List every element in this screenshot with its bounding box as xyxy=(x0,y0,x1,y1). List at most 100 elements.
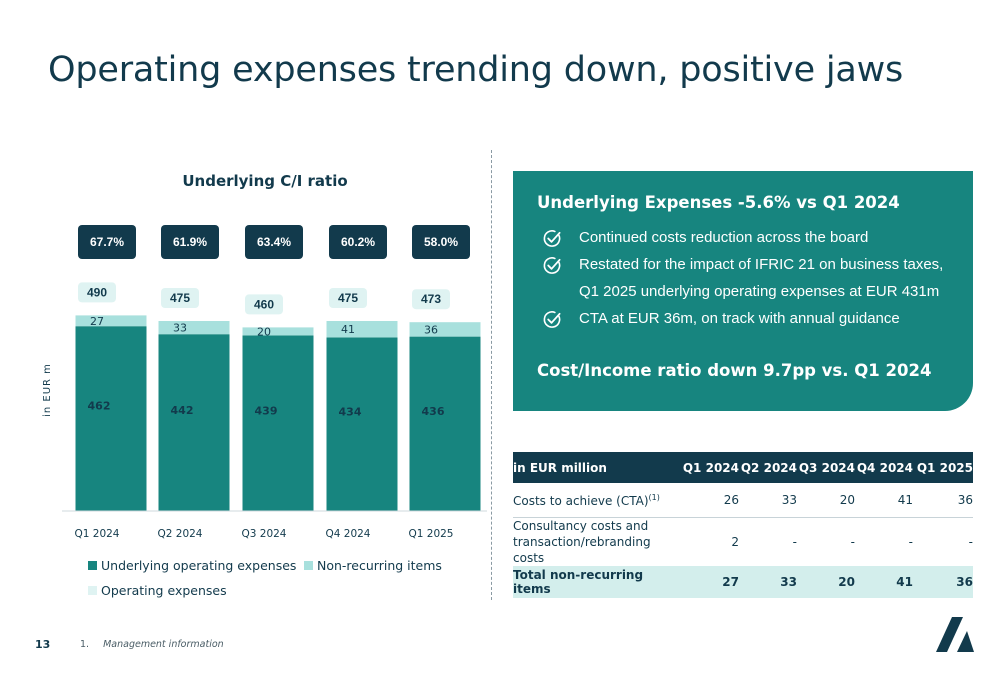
check-circle-icon xyxy=(543,230,561,247)
ratio-badge xyxy=(78,225,136,259)
footnote-text: Management information xyxy=(103,639,224,650)
bar-non-recurring xyxy=(158,321,230,335)
table-cell: - xyxy=(792,535,797,549)
ratio-badge xyxy=(245,225,303,259)
table-total-row: Total non-recurring items 27 33 20 41 36 xyxy=(513,566,973,598)
table-cell: 36 xyxy=(913,566,973,598)
row-label-line: transaction/rebranding costs xyxy=(513,535,651,565)
ratio-badge xyxy=(161,225,219,259)
x-tick-label: Q4 2024 xyxy=(325,528,370,540)
company-logo xyxy=(936,617,974,652)
row-label-line: Consultancy costs and xyxy=(513,519,649,533)
total-label-box xyxy=(78,282,116,303)
y-axis-label: in EUR m xyxy=(42,363,53,417)
table-cell: 33 xyxy=(739,566,797,598)
total-label-box xyxy=(329,288,367,308)
data-label-non-recurring: 27 xyxy=(90,315,104,328)
panel-bullet: Restated for the impact of IFRIC 21 on b… xyxy=(543,251,963,305)
legend-label: Operating expenses xyxy=(101,583,227,598)
table-cell: 26 xyxy=(681,483,739,518)
footnote-marker: (1) xyxy=(648,492,660,502)
data-label-non-recurring: 33 xyxy=(173,322,187,335)
data-label-underlying: 434 xyxy=(339,406,362,419)
row-label-text: Costs to achieve (CTA) xyxy=(513,493,649,508)
data-label-total: 475 xyxy=(170,291,190,305)
row-label: Total non-recurring items xyxy=(513,566,681,598)
data-label-total: 460 xyxy=(254,297,274,311)
legend-item-non-recurring: Non-recurring items xyxy=(304,558,442,573)
bar-non-recurring xyxy=(242,327,314,336)
legend-swatch xyxy=(304,561,313,570)
table-cell: 36 xyxy=(913,483,973,518)
chart-title: Underlying C/I ratio xyxy=(182,172,348,190)
table-header-row: in EUR million Q1 2024 Q2 2024 Q3 2024 Q… xyxy=(513,452,973,483)
table-cell: 33 xyxy=(739,483,797,518)
bar-underlying-opex xyxy=(409,336,481,511)
table-cell: - xyxy=(968,535,973,549)
legend-swatch xyxy=(88,586,97,595)
data-label-underlying: 462 xyxy=(88,399,111,412)
ratio-label: 63.4% xyxy=(257,235,291,249)
data-label-underlying: 442 xyxy=(171,404,194,417)
x-tick-label: Q1 2024 xyxy=(74,528,119,540)
ratio-label: 58.0% xyxy=(424,235,458,249)
bar-non-recurring xyxy=(75,315,147,327)
bullet-line: Continued costs reduction across the boa… xyxy=(579,229,869,246)
table-header-cell: in EUR million xyxy=(513,452,681,483)
x-tick-label: Q1 2025 xyxy=(408,528,453,540)
bar-underlying-opex xyxy=(326,337,398,511)
data-label-non-recurring: 20 xyxy=(257,325,271,338)
legend-item-underlying: Underlying operating expenses xyxy=(88,558,296,573)
data-label-underlying: 439 xyxy=(255,404,278,417)
table-cell: 20 xyxy=(797,566,855,598)
ratio-label: 61.9% xyxy=(173,235,207,249)
table-cell: 20 xyxy=(797,483,855,518)
highlights-panel: Underlying Expenses -5.6% vs Q1 2024 Con… xyxy=(513,171,973,411)
table-header-cell: Q4 2024 xyxy=(855,452,913,483)
stacked-bar-chart: 462 27 490 67.7% Q1 2024 442 33 475 61.9% Q2 2024… xyxy=(42,225,487,540)
legend-label: Non-recurring items xyxy=(317,558,442,573)
data-label-underlying: 436 xyxy=(422,405,445,418)
ratio-label: 67.7% xyxy=(90,235,124,249)
section-divider xyxy=(491,150,492,600)
bar-underlying-opex xyxy=(158,334,230,511)
panel-subheading: Cost/Income ratio down 9.7pp vs. Q1 2024 xyxy=(537,361,932,380)
table-header-cell: Q3 2024 xyxy=(797,452,855,483)
bar-non-recurring xyxy=(409,322,481,337)
legend-swatch xyxy=(88,561,97,570)
panel-bullet: Continued costs reduction across the boa… xyxy=(543,224,963,251)
row-label: Costs to achieve (CTA)(1) xyxy=(513,483,681,518)
check-circle-icon xyxy=(543,311,561,328)
total-label-box xyxy=(161,288,199,308)
total-label-box xyxy=(245,294,283,315)
table-cell: 2 xyxy=(731,535,739,549)
legend-label: Underlying operating expenses xyxy=(101,558,297,573)
bar-non-recurring xyxy=(326,321,398,338)
row-label: Consultancy costs and transaction/rebrand… xyxy=(513,518,681,567)
table-cell: 27 xyxy=(681,566,739,598)
ratio-badge xyxy=(412,225,470,259)
ratio-label: 60.2% xyxy=(341,235,375,249)
check-circle-icon xyxy=(543,257,561,274)
bullet-line: Q1 2025 underlying operating expenses at… xyxy=(579,283,940,300)
x-tick-label: Q2 2024 xyxy=(157,528,202,540)
footnote: 1. Management information xyxy=(80,639,224,650)
total-label-box xyxy=(412,289,450,310)
panel-bullet: CTA at EUR 36m, on track with annual gui… xyxy=(543,305,963,332)
table-row: Consultancy costs and transaction/rebrand… xyxy=(513,518,973,567)
page-number: 13 xyxy=(35,638,51,651)
table-cell: - xyxy=(850,535,855,549)
table-header-cell: Q1 2025 xyxy=(913,452,973,483)
table-header-cell: Q2 2024 xyxy=(739,452,797,483)
bullet-line: Restated for the impact of IFRIC 21 on b… xyxy=(579,256,944,273)
table-row: Costs to achieve (CTA)(1) 26 33 20 41 36 xyxy=(513,483,973,518)
table-cell: 41 xyxy=(855,566,913,598)
data-label-total: 490 xyxy=(87,285,107,299)
x-tick-label: Q3 2024 xyxy=(241,528,286,540)
data-label-non-recurring: 41 xyxy=(341,323,355,336)
table-header-cell: Q1 2024 xyxy=(681,452,739,483)
ratio-badge xyxy=(329,225,387,259)
non-recurring-items-table: in EUR million Q1 2024 Q2 2024 Q3 2024 Q… xyxy=(513,452,973,598)
bar-underlying-opex xyxy=(75,326,147,511)
page-title: Operating expenses trending down, positi… xyxy=(48,50,904,90)
